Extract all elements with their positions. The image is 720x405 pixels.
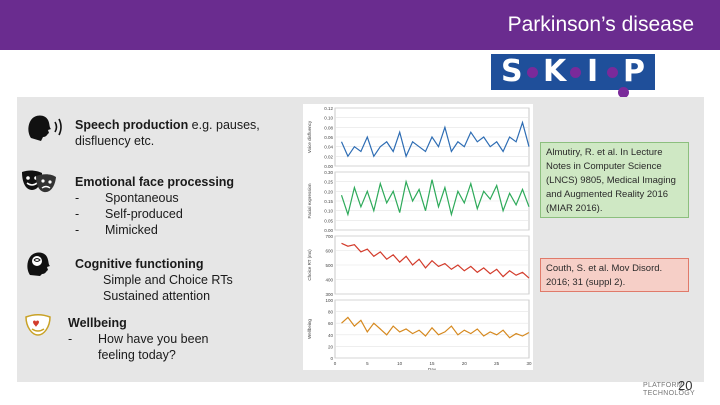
logo-dot bbox=[570, 67, 581, 78]
y-tick-label: 500 bbox=[325, 263, 333, 268]
list-item: - Self-produced bbox=[75, 207, 183, 221]
y-tick-label: 0.08 bbox=[324, 125, 333, 130]
y-tick-label: 0.00 bbox=[324, 228, 333, 233]
y-tick-label: 0.06 bbox=[324, 135, 333, 140]
y-axis-label: Wellbeing bbox=[307, 319, 312, 339]
list-item: - How have you been bbox=[68, 332, 209, 346]
y-tick-label: 0.12 bbox=[324, 106, 333, 111]
logo-letter-s: S bbox=[501, 54, 523, 89]
y-tick-label: 0.15 bbox=[324, 199, 333, 204]
brand-line: PLATFORM bbox=[643, 382, 683, 389]
y-tick-label: 0.05 bbox=[324, 218, 333, 223]
y-tick-label: 0.10 bbox=[324, 116, 333, 121]
page-number: 20 bbox=[678, 378, 693, 393]
platform-technology-logo: PLATFORM TECHNOLOGY bbox=[643, 382, 695, 398]
plot-frame bbox=[334, 299, 530, 359]
logo-dot bbox=[527, 67, 538, 78]
skip-logo: S K I P bbox=[491, 54, 655, 98]
y-tick-label: 20 bbox=[328, 344, 334, 349]
reference-couth: Couth, S. et al. Mov Disord. 2016; 31 (s… bbox=[540, 258, 689, 292]
logo-letter-i: I bbox=[587, 54, 599, 89]
x-tick-label: 20 bbox=[462, 361, 468, 366]
y-axis-label: Voice disfluency bbox=[307, 120, 312, 153]
category-line: Sustained attention bbox=[103, 289, 211, 303]
brain-head-icon bbox=[27, 252, 50, 276]
y-tick-label: 400 bbox=[325, 278, 333, 283]
y-tick-label: 0 bbox=[330, 356, 333, 361]
page-title: Parkinson’s disease bbox=[507, 13, 694, 36]
x-axis-label: Day bbox=[428, 367, 437, 370]
category-title: Emotional face processing bbox=[75, 175, 235, 189]
category-suffix: e.g. pauses, bbox=[188, 118, 260, 132]
list-item: - Spontaneous bbox=[75, 191, 179, 205]
category-line: feeling today? bbox=[98, 348, 176, 362]
y-tick-label: 0.25 bbox=[324, 180, 333, 185]
series-line bbox=[341, 316, 530, 339]
heart-mask-icon bbox=[25, 314, 51, 336]
theatre-masks-icon bbox=[22, 170, 56, 193]
category-emotion: Emotional face processing - Spontaneous -… bbox=[75, 174, 295, 238]
y-tick-label: 100 bbox=[325, 298, 333, 303]
x-tick-label: 30 bbox=[526, 361, 532, 366]
logo-dot bbox=[618, 87, 629, 98]
series-line bbox=[340, 120, 530, 159]
timeseries-figure: 0.12 0.10 0.08 0.06 0.04 0.02 0.00 Voice disflu… bbox=[303, 104, 533, 372]
y-tick-label: 80 bbox=[328, 310, 334, 315]
y-tick-label: 0.20 bbox=[324, 189, 333, 194]
x-tick-label: 25 bbox=[494, 361, 500, 366]
x-tick-label: 0 bbox=[334, 361, 337, 366]
y-tick-label: 600 bbox=[325, 249, 333, 254]
y-tick-label: 40 bbox=[328, 333, 334, 338]
logo-letter-k: K bbox=[543, 54, 567, 89]
reference-almutiry: Almutiry, R. et al. In Lecture Notes in … bbox=[540, 142, 689, 218]
series-line bbox=[341, 242, 530, 279]
y-axis-label: Choice RT (ms) bbox=[307, 249, 312, 281]
category-line: Simple and Choice RTs bbox=[103, 273, 233, 287]
y-tick-label: 700 bbox=[325, 234, 333, 239]
category-title: Cognitive functioning bbox=[75, 257, 204, 271]
category-wellbeing: Wellbeing - How have you been feeling tod… bbox=[68, 315, 288, 363]
brand-line: TECHNOLOGY bbox=[643, 390, 696, 397]
timeseries-charts: 0.12 0.10 0.08 0.06 0.04 0.02 0.00 Voice disflu… bbox=[307, 106, 532, 372]
x-tick-label: 10 bbox=[397, 361, 403, 366]
y-tick-label: 300 bbox=[325, 292, 333, 297]
list-item: - Mimicked bbox=[75, 223, 158, 237]
logo-dot bbox=[607, 67, 618, 78]
category-cognitive: Cognitive functioning Simple and Choice … bbox=[75, 256, 295, 304]
x-tick-label: 5 bbox=[366, 361, 369, 366]
category-speech: Speech production e.g. pauses, disfluenc… bbox=[75, 117, 295, 149]
y-axis-label: Facial expression bbox=[307, 183, 312, 219]
category-title: Wellbeing bbox=[68, 316, 127, 330]
y-tick-label: 0.04 bbox=[324, 145, 333, 150]
x-tick-label: 15 bbox=[429, 361, 435, 366]
logo-letter-p: P bbox=[623, 54, 645, 89]
y-tick-label: 60 bbox=[328, 321, 334, 326]
y-tick-label: 0.00 bbox=[324, 164, 333, 169]
header-bar: Parkinson’s disease bbox=[0, 0, 720, 50]
speaking-head-icon bbox=[28, 115, 62, 141]
y-tick-label: 0.30 bbox=[324, 170, 333, 175]
category-line: disfluency etc. bbox=[75, 134, 155, 148]
y-tick-label: 0.10 bbox=[324, 209, 333, 214]
series-line bbox=[340, 179, 530, 217]
category-title: Speech production bbox=[75, 118, 189, 132]
y-tick-label: 0.02 bbox=[324, 154, 333, 159]
